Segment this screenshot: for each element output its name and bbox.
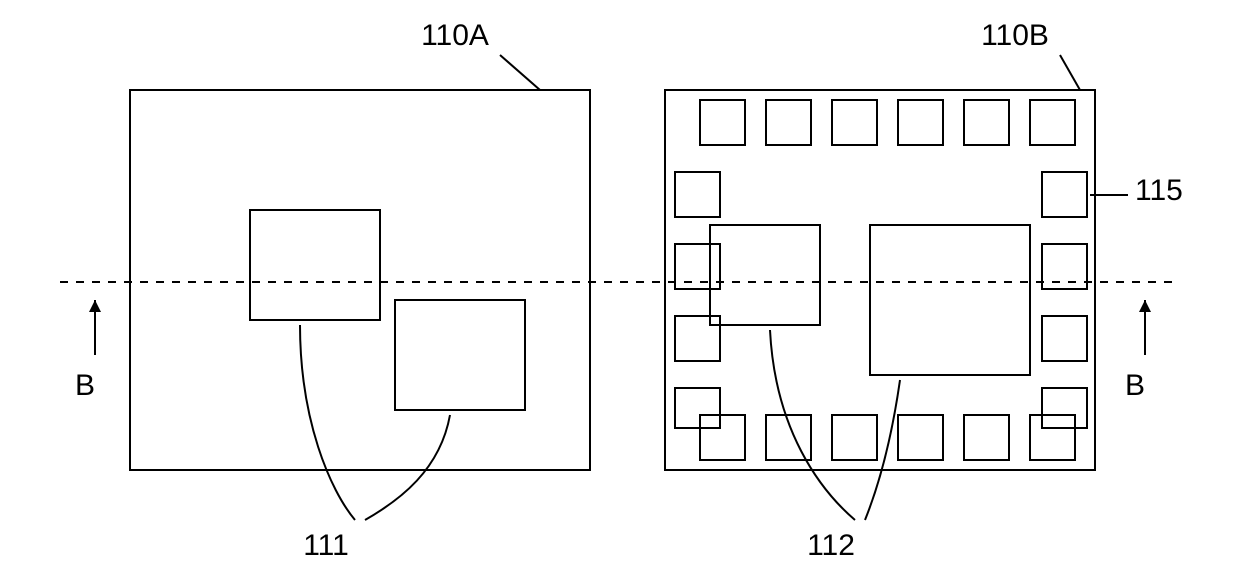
inner-rect-111-0 <box>250 210 380 320</box>
pad-115-right-3 <box>1042 388 1087 428</box>
label-110b: 110B <box>981 19 1049 52</box>
pad-115-bottom-4 <box>964 415 1009 460</box>
inner-rect-111-1 <box>395 300 525 410</box>
label-110a: 110A <box>421 19 489 52</box>
pad-115-top-4 <box>964 100 1009 145</box>
pad-115-left-0 <box>675 172 720 217</box>
pad-115-right-0 <box>1042 172 1087 217</box>
pad-115-top-3 <box>898 100 943 145</box>
pad-115-bottom-2 <box>832 415 877 460</box>
pad-115-top-0 <box>700 100 745 145</box>
inner-rect-112-right <box>870 225 1030 375</box>
pad-115-bottom-0 <box>700 415 745 460</box>
pad-115-top-2 <box>832 100 877 145</box>
pad-115-bottom-3 <box>898 415 943 460</box>
block-110a <box>130 90 590 470</box>
pad-115-left-3 <box>675 388 720 428</box>
pad-115-right-2 <box>1042 316 1087 361</box>
section-label-b-right: B <box>1125 369 1145 402</box>
pad-115-top-5 <box>1030 100 1075 145</box>
pad-115-right-1 <box>1042 244 1087 289</box>
label-111: 111 <box>303 529 349 562</box>
section-label-b-left: B <box>75 369 95 402</box>
label-115: 115 <box>1135 174 1183 207</box>
inner-rect-112-left <box>710 225 820 325</box>
pad-115-top-1 <box>766 100 811 145</box>
pad-115-bottom-5 <box>1030 415 1075 460</box>
pad-115-left-2 <box>675 316 720 361</box>
label-112: 112 <box>807 529 855 562</box>
pad-115-left-1 <box>675 244 720 289</box>
